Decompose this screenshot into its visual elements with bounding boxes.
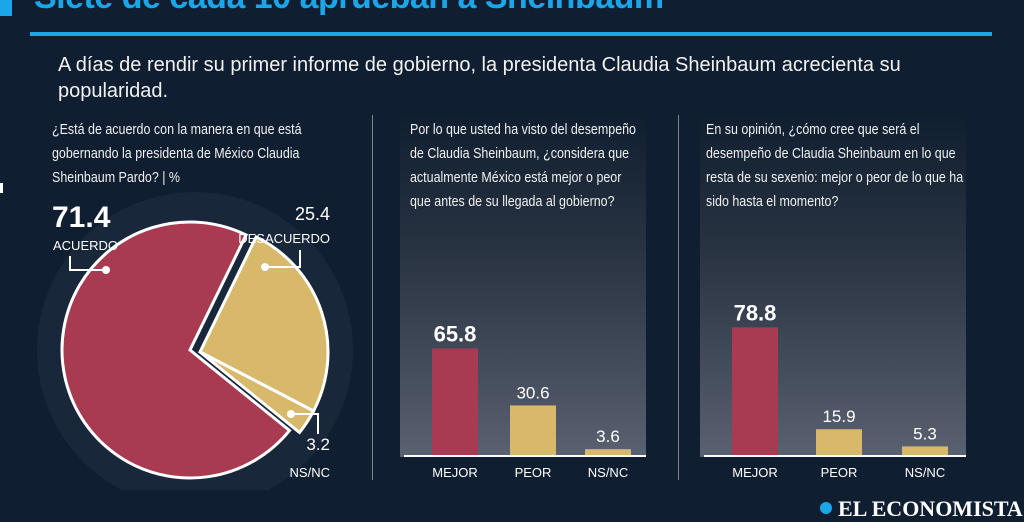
bar-value-label: 15.9 — [822, 407, 855, 426]
pie-slice-acuerdo — [60, 220, 292, 480]
leader-line — [295, 413, 319, 434]
leader-dot — [261, 263, 269, 271]
bar-category-label: NS/NC — [905, 465, 945, 480]
pie-label-value: 3.2 — [306, 435, 330, 454]
bar-baseline — [704, 455, 966, 457]
bar-value-label: 5.3 — [913, 424, 937, 443]
logo: EL ECONOMISTA — [838, 496, 1023, 521]
edge-mark — [0, 183, 3, 193]
leader-line — [69, 256, 105, 271]
leader-line — [266, 250, 301, 268]
bar-value-label: 65.8 — [434, 321, 477, 346]
bar-ns-nc — [902, 446, 948, 455]
pie-slice-ns-nc — [199, 350, 316, 435]
divider — [372, 115, 373, 480]
bar-chart-2: 78.8 MEJOR 15.9 PEOR 5.3 NS/NC — [704, 300, 966, 480]
bar-mejor — [732, 327, 778, 455]
bar2-question: En su opinión, ¿cómo cree que será el de… — [706, 122, 964, 210]
leader-dot — [102, 266, 110, 274]
pie-label-category: ACUERDO — [53, 238, 118, 253]
pie-label-value: 25.4 — [295, 204, 330, 224]
bar-category-label: MEJOR — [432, 465, 478, 480]
divider — [678, 115, 679, 480]
bar-mejor — [432, 348, 478, 455]
bar-category-label: PEOR — [515, 465, 552, 480]
title-rule — [30, 32, 992, 36]
bar-baseline — [404, 455, 646, 457]
bar-category-label: MEJOR — [732, 465, 778, 480]
leader-dot — [287, 410, 295, 418]
logo-icon — [820, 502, 832, 514]
bar-value-label: 78.8 — [734, 300, 777, 325]
title-accent-mark — [0, 0, 12, 16]
pie-question: ¿Está de acuerdo con la manera en que es… — [52, 122, 302, 186]
bar-value-label: 3.6 — [596, 427, 620, 446]
pie-label-category: DESACUERDO — [238, 231, 330, 246]
bar-category-label: NS/NC — [588, 465, 628, 480]
bar-value-label: 30.6 — [516, 383, 549, 402]
bar-category-label: PEOR — [821, 465, 858, 480]
pie-label-value: 71.4 — [52, 201, 111, 234]
subtitle: A días de rendir su primer informe de go… — [58, 54, 901, 102]
pie-label-category: NS/NC — [290, 465, 330, 480]
bar-ns-nc — [585, 449, 631, 455]
pie-chart: 71.4 ACUERDO 25.4 DESACUERDO 3.2 NS/NC — [37, 192, 353, 490]
bar-peor — [510, 405, 556, 455]
bar1-question: Por lo que usted ha visto del desempeño … — [410, 122, 637, 210]
bar-chart-1: 65.8 MEJOR 30.6 PEOR 3.6 NS/NC — [404, 321, 646, 480]
bar-peor — [816, 429, 862, 455]
page-title: Siete de cada 10 aprueban a Sheinbaum — [34, 0, 664, 17]
